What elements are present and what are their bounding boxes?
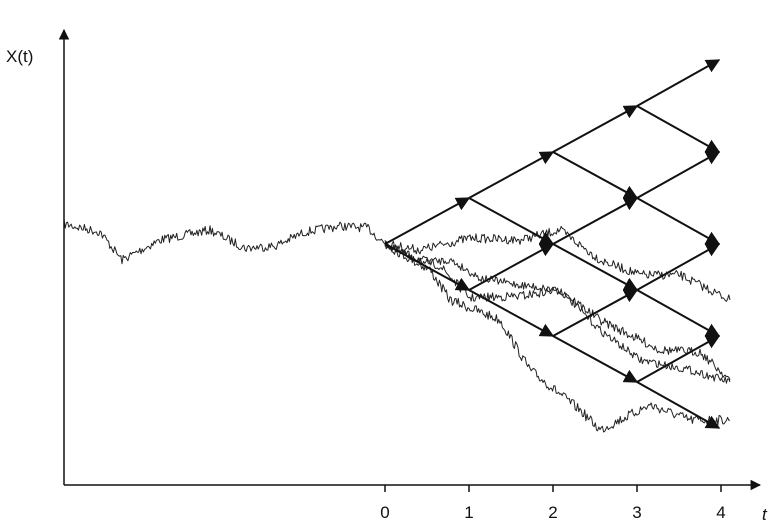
lattice-edge [636,381,721,429]
simulated-paths [384,225,731,433]
x-axis-label: t [762,505,768,523]
lattice-edge [468,197,555,245]
sample-path [384,243,731,433]
binomial-lattice [384,59,721,429]
lattice-edge [384,243,471,291]
lattice-edge [636,335,721,383]
lattice-edge [636,197,721,245]
lattice-edge [468,289,555,337]
lattice-edge [636,289,721,337]
x-tick-label: 4 [716,503,725,522]
lattice-edge [636,151,721,199]
x-tick-label: 1 [464,503,473,522]
sample-path [384,225,731,302]
lattice-edge [468,243,555,291]
x-tick-label: 0 [380,503,389,522]
y-axis-label: X(t) [6,47,33,66]
lattice-edge [384,197,471,245]
lattice-edge [552,335,639,383]
lattice-edge [552,105,639,153]
lattice-edge [552,197,639,245]
sample-path [63,219,386,265]
historical-path [63,219,386,265]
lattice-edge [552,243,639,291]
lattice-edge [636,243,721,291]
x-tick-label: 2 [548,503,557,522]
lattice-edge [636,59,721,107]
lattice-edge [468,151,555,199]
lattice-edge [552,289,639,337]
sample-path [384,242,731,381]
lattice-edge [636,105,721,153]
x-ticks: 0 1 2 3 4 [380,485,726,522]
x-tick-label: 3 [632,503,641,522]
lattice-edge [552,151,639,199]
sample-path [384,240,731,384]
